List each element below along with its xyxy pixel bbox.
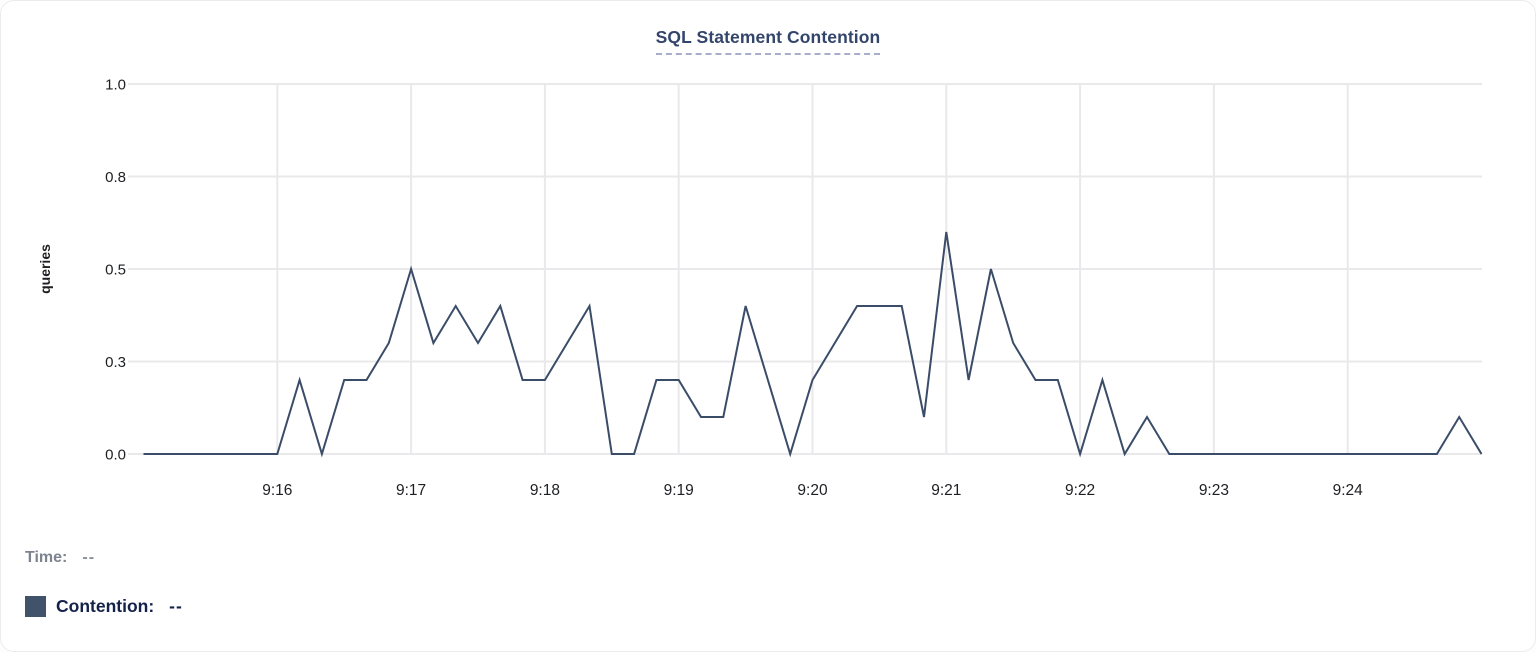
x-tick-label: 9:17 — [396, 482, 426, 499]
y-tick-label: 0.3 — [105, 354, 126, 371]
x-tick-label: 9:20 — [797, 482, 828, 499]
contention-label: Contention: — [56, 595, 155, 616]
contention-value: -- — [169, 595, 183, 616]
y-axis-label: queries — [37, 244, 53, 294]
contention-line-chart[interactable]: 0.0 0.3 0.5 0.8 1.0 9:16 9:17 9:18 9:19 9:20 9:21 9… — [1, 1, 1536, 517]
x-tick-label: 9:23 — [1199, 482, 1229, 499]
y-tick-label: 0.8 — [105, 169, 126, 186]
series-line-contention[interactable] — [143, 231, 1483, 458]
chart-header: SQL Statement Contention — [1, 27, 1535, 55]
x-tick-label: 9:24 — [1333, 482, 1364, 499]
y-tick-label: 1.0 — [105, 77, 126, 94]
x-tick-label: 9:19 — [664, 482, 694, 499]
contention-legend-swatch — [25, 595, 46, 617]
x-tick-label: 9:21 — [931, 482, 961, 499]
tooltip-readout: Time: -- Contention: -- — [25, 545, 183, 619]
x-tick-label: 9:18 — [530, 482, 560, 499]
chart-title[interactable]: SQL Statement Contention — [655, 27, 881, 55]
time-label: Time: — [25, 549, 68, 566]
time-value: -- — [82, 549, 96, 566]
contention-readout-row: Contention: -- — [25, 593, 183, 619]
y-tick-label: 0.5 — [105, 262, 126, 279]
x-tick-label: 9:16 — [262, 482, 292, 499]
y-tick-label: 0.0 — [105, 447, 126, 464]
time-readout-row: Time: -- — [25, 545, 183, 571]
x-tick-label: 9:22 — [1065, 482, 1095, 499]
